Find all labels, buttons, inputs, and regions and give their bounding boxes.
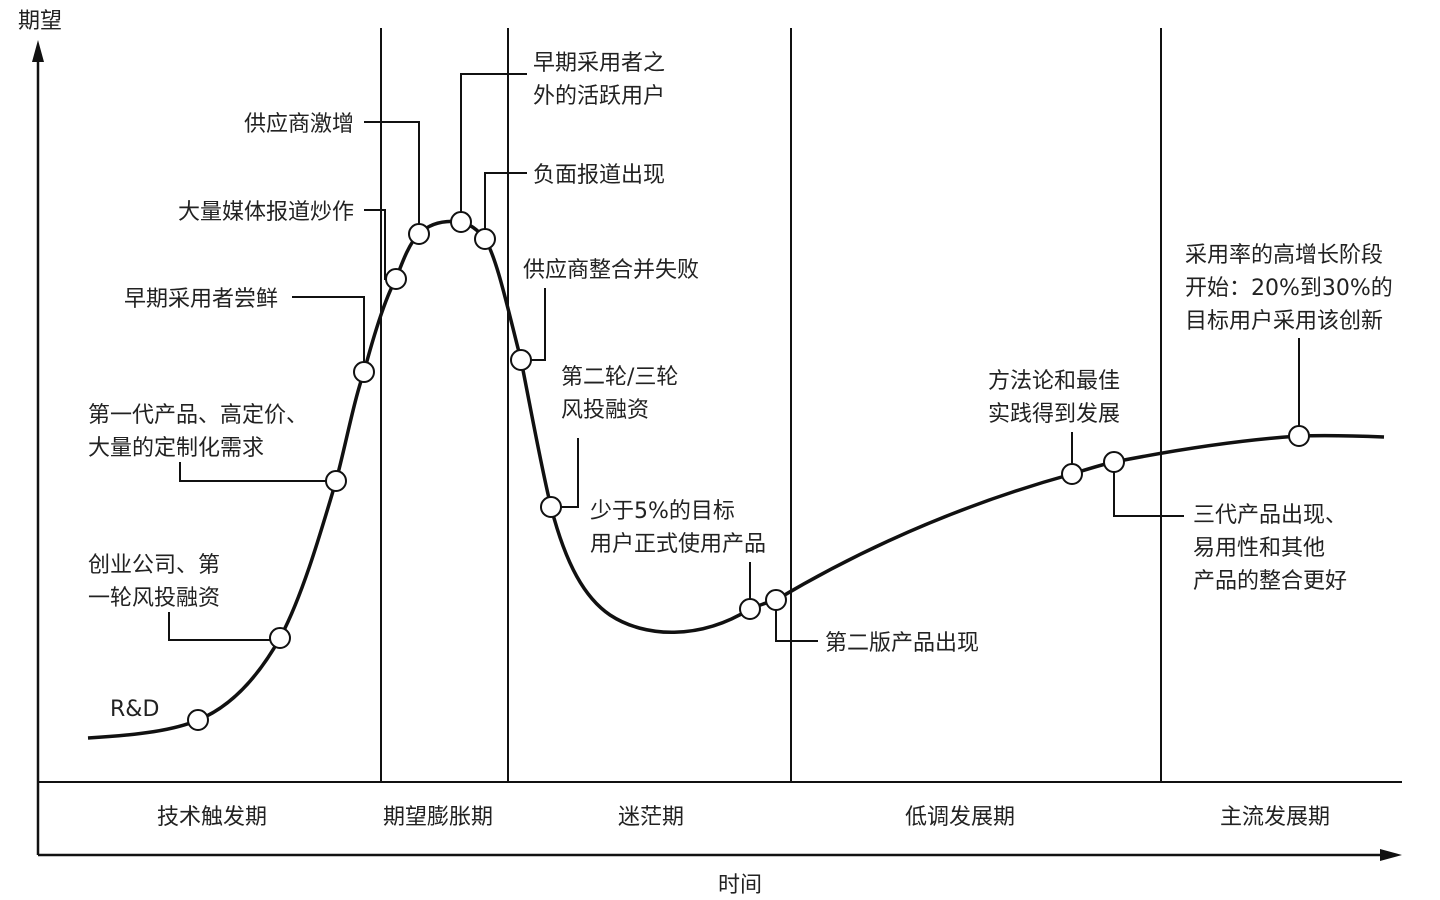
marker-active-users bbox=[450, 211, 472, 233]
annotation-line: 产品的整合更好 bbox=[1193, 569, 1347, 594]
leader-consolidation bbox=[531, 288, 546, 361]
annotation-line: 用户正式使用产品 bbox=[590, 532, 766, 557]
annotation-line: 一轮风投融资 bbox=[88, 586, 220, 611]
annotation-line: 目标用户采用该创新 bbox=[1185, 309, 1383, 334]
annotation-line: 易用性和其他 bbox=[1193, 536, 1325, 561]
marker-media-hype bbox=[385, 268, 407, 290]
annotation-vc-round: 第二轮/三轮 风投融资 bbox=[561, 365, 685, 423]
annotation-line: 实践得到发展 bbox=[988, 402, 1120, 427]
annotation-line: 第二版产品出现 bbox=[825, 631, 979, 656]
annotation-line: R&D bbox=[110, 697, 159, 722]
phase-label-trigger: 技术触发期 bbox=[157, 805, 267, 830]
x-axis-title: 时间 bbox=[718, 873, 762, 898]
leader-negative-press bbox=[484, 172, 527, 229]
annotation-line: 大量媒体报道炒作 bbox=[178, 200, 354, 225]
annotation-active-users: 早期采用者之 外的活跃用户 bbox=[533, 51, 672, 109]
annotation-line: 供应商整合并失败 bbox=[523, 258, 699, 283]
leader-lines bbox=[168, 73, 1300, 642]
leader-first-gen bbox=[179, 462, 326, 482]
marker-rd bbox=[187, 709, 209, 731]
annotation-line: 采用率的高增长阶段 bbox=[1185, 243, 1383, 268]
annotation-negative-press: 负面报道出现 bbox=[533, 163, 665, 188]
leader-media-hype bbox=[364, 209, 387, 280]
annotation-line: 风投融资 bbox=[561, 398, 649, 423]
leader-startup bbox=[168, 612, 270, 641]
annotation-line: 负面报道出现 bbox=[533, 163, 665, 188]
annotation-suppliers: 供应商激增 bbox=[244, 112, 354, 137]
x-axis-arrow bbox=[1380, 849, 1402, 861]
y-axis-arrow bbox=[32, 40, 44, 62]
marker-consolidation bbox=[510, 349, 532, 371]
marker-mainstream bbox=[1288, 425, 1310, 447]
leader-active-users bbox=[460, 73, 527, 212]
annotation-early-adopters: 早期采用者尝鲜 bbox=[124, 287, 278, 312]
marker-vc-round bbox=[540, 496, 562, 518]
annotation-first-gen: 第一代产品、高定价、 大量的定制化需求 bbox=[88, 403, 315, 461]
annotation-startup: 创业公司、第 一轮风投融资 bbox=[88, 553, 227, 611]
annotation-line: 创业公司、第 bbox=[88, 553, 220, 578]
phase-label-peak: 期望膨胀期 bbox=[383, 805, 493, 830]
curve-markers bbox=[187, 211, 1310, 731]
phase-label-plateau: 主流发展期 bbox=[1220, 805, 1330, 830]
marker-third-gen bbox=[1103, 451, 1125, 473]
marker-suppliers bbox=[408, 223, 430, 245]
y-axis-title: 期望 bbox=[18, 9, 62, 34]
marker-negative-press bbox=[474, 228, 496, 250]
annotation-second-version: 第二版产品出现 bbox=[825, 631, 979, 656]
phase-dividers bbox=[380, 28, 1162, 782]
annotation-best-practices: 方法论和最佳 实践得到发展 bbox=[988, 369, 1127, 427]
marker-early-adopters bbox=[353, 361, 375, 383]
marker-startup bbox=[269, 627, 291, 649]
annotation-third-gen: 三代产品出现、 易用性和其他 产品的整合更好 bbox=[1193, 503, 1354, 594]
leader-early-adopters bbox=[292, 296, 365, 362]
annotation-line: 外的活跃用户 bbox=[533, 84, 665, 109]
annotation-line: 三代产品出现、 bbox=[1193, 503, 1347, 528]
annotation-line: 第二轮/三轮 bbox=[561, 365, 678, 390]
annotation-line: 第一代产品、高定价、 bbox=[88, 403, 308, 428]
axes: 期望 时间 bbox=[18, 9, 1402, 898]
leader-second-version bbox=[775, 610, 818, 642]
annotation-line: 大量的定制化需求 bbox=[88, 436, 264, 461]
annotation-adoption-5pct: 少于5%的目标 用户正式使用产品 bbox=[590, 499, 766, 557]
leader-vc-round bbox=[561, 438, 579, 508]
marker-best-practices bbox=[1061, 463, 1083, 485]
annotation-line: 方法论和最佳 bbox=[988, 369, 1120, 394]
annotation-rd: R&D bbox=[110, 697, 159, 722]
annotation-line: 早期采用者之 bbox=[533, 51, 665, 76]
annotation-line: 开始：20%到30%的 bbox=[1185, 276, 1393, 301]
annotation-mainstream: 采用率的高增长阶段 开始：20%到30%的 目标用户采用该创新 bbox=[1185, 243, 1400, 334]
annotation-line: 早期采用者尝鲜 bbox=[124, 287, 278, 312]
leader-third-gen bbox=[1113, 472, 1184, 517]
marker-second-version bbox=[765, 589, 787, 611]
phase-label-slope: 低调发展期 bbox=[905, 805, 1015, 830]
annotation-consolidation: 供应商整合并失败 bbox=[523, 258, 699, 283]
annotations: R&D 创业公司、第 一轮风投融资 第一代产品、高定价、 大量的定制化需求 早期… bbox=[88, 51, 1400, 722]
annotation-line: 少于5%的目标 bbox=[590, 499, 735, 524]
leader-suppliers bbox=[364, 121, 420, 224]
marker-adoption-5pct bbox=[739, 598, 761, 620]
phase-labels: 技术触发期 期望膨胀期 迷茫期 低调发展期 主流发展期 bbox=[157, 805, 1330, 830]
phase-label-trough: 迷茫期 bbox=[618, 805, 684, 830]
annotation-media-hype: 大量媒体报道炒作 bbox=[178, 200, 354, 225]
marker-first-gen bbox=[325, 470, 347, 492]
annotation-line: 供应商激增 bbox=[244, 112, 354, 137]
